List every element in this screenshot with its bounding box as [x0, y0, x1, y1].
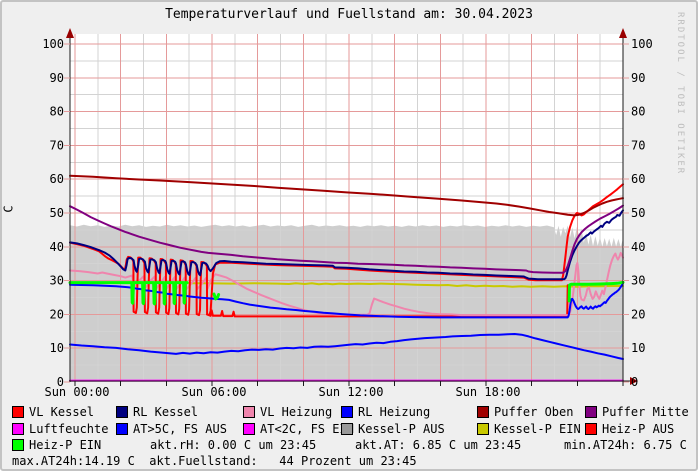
legend-stat-text: min.AT24h: 6.75 C [564, 437, 687, 452]
legend-stat-text: akt.AT: 6.85 C um 23:45 [355, 437, 522, 452]
x-tick-label: Sun 12:00 [318, 385, 383, 399]
series-vl-kessel [69, 183, 624, 317]
legend-label: AT>5C, FS AUS [133, 421, 227, 436]
legend-label: Kessel-P AUS [358, 421, 445, 436]
x-tick-label: Sun 06:00 [181, 385, 246, 399]
legend-swatch [477, 422, 489, 435]
legend-swatch [243, 422, 255, 435]
series-at-aussen [69, 333, 624, 360]
y-tick-label-left: 70 [50, 138, 64, 152]
legend-stat-text: akt.rH: 0.00 C um 23:45 [150, 437, 317, 452]
legend-label: Heiz-P AUS [602, 421, 675, 436]
legend-swatch [243, 405, 255, 418]
legend-label: Puffer Oben [494, 404, 574, 419]
legend-swatch [341, 422, 353, 435]
series-heiz-p-aus [206, 284, 569, 318]
legend-item: Puffer Mitte [585, 404, 689, 419]
y-tick-label-right: 50 [631, 206, 645, 220]
legend-swatch [116, 422, 128, 435]
series-vl-heizung [69, 251, 624, 317]
legend-item: RL Kessel [116, 404, 199, 419]
y-tick-label-left: 80 [50, 105, 64, 119]
y-tick-label-left: 60 [50, 172, 64, 186]
legend-item: VL Kessel [12, 404, 95, 419]
legend-item: Heiz-P EIN [12, 437, 102, 452]
rrdtool-watermark: RRDTOOL / TOBI OETIKER [675, 12, 685, 176]
legend-swatch [12, 422, 24, 435]
y-tick-label-left: 10 [50, 341, 64, 355]
legend-item: AT<2C, FS EIN [243, 421, 354, 436]
y-tick-label-right: 30 [631, 274, 645, 288]
legend-label: max.AT24h:14.19 C akt.Fuellstand: 44 Pro… [12, 453, 417, 468]
y-tick-label-left: 30 [50, 274, 64, 288]
legend-label: Luftfeuchte [29, 421, 109, 436]
y-tick-label-right: 10 [631, 341, 645, 355]
legend-swatch [12, 438, 24, 451]
y-axis-arrow [66, 28, 74, 38]
legend-item: VL Heizung [243, 404, 333, 419]
y-tick-label-right: 70 [631, 138, 645, 152]
x-axis-arrow [630, 377, 638, 385]
y-tick-label-right: 90 [631, 71, 645, 85]
legend-item: Heiz-P AUS [585, 421, 675, 436]
x-tick-label: Sun 18:00 [455, 385, 520, 399]
series-rl-kessel [69, 209, 624, 281]
legend-swatch [585, 422, 597, 435]
legend-swatch [477, 405, 489, 418]
legend-label: AT<2C, FS EIN [260, 421, 354, 436]
legend-stat-text: max.AT24h:14.19 C akt.Fuellstand: 44 Pro… [12, 453, 417, 468]
y-tick-label-right: 100 [631, 37, 653, 51]
y-tick-label-right: 20 [631, 307, 645, 321]
y-axis-arrow-right [619, 28, 627, 38]
series-heiz-p-ein [68, 281, 189, 306]
legend-swatch [12, 405, 24, 418]
legend-label: Kessel-P EIN [494, 421, 581, 436]
y-tick-label-left: 0 [57, 375, 64, 389]
plot-canvas [70, 34, 623, 381]
x-tick-label: Sun 00:00 [44, 385, 109, 399]
legend-label: min.AT24h: 6.75 C [564, 437, 687, 452]
legend-label: Heiz-P EIN [29, 437, 102, 452]
legend-item: AT>5C, FS AUS [116, 421, 227, 436]
legend-item: Luftfeuchte [12, 421, 109, 436]
legend-swatch [116, 405, 128, 418]
y-tick-label-left: 20 [50, 307, 64, 321]
series-kessel-p-ein [186, 282, 624, 288]
legend-item: Kessel-P AUS [341, 421, 445, 436]
legend-swatch [585, 405, 597, 418]
y-tick-label-left: 40 [50, 240, 64, 254]
y-tick-label-left: 90 [50, 71, 64, 85]
legend-label: akt.AT: 6.85 C um 23:45 [355, 437, 522, 452]
legend-label: akt.rH: 0.00 C um 23:45 [150, 437, 317, 452]
legend-label: RL Kessel [133, 404, 199, 419]
y-tick-label-right: 40 [631, 240, 645, 254]
legend-item: Kessel-P EIN [477, 421, 581, 436]
y-tick-label-right: 0 [631, 375, 638, 389]
graph-title: Temperaturverlauf und Fuellstand am: 30.… [165, 7, 533, 22]
series-puffer-mitte [69, 204, 624, 274]
legend-label: RL Heizung [358, 404, 431, 419]
y-tick-label-left: 50 [50, 206, 64, 220]
series-puffer-oben [69, 174, 624, 217]
legend-label: Puffer Mitte [602, 404, 689, 419]
legend-swatch [341, 405, 353, 418]
series-heiz-p-ein [567, 280, 625, 303]
y-tick-label-right: 60 [631, 172, 645, 186]
legend-label: VL Heizung [260, 404, 333, 419]
y-tick-label-right: 80 [631, 105, 645, 119]
y-tick-label-left: 100 [42, 37, 64, 51]
legend-label: VL Kessel [29, 404, 95, 419]
series-rl-heizung [69, 282, 624, 319]
legend-item: RL Heizung [341, 404, 431, 419]
legend-item: Puffer Oben [477, 404, 574, 419]
series-heiz-p-ein [212, 292, 221, 301]
